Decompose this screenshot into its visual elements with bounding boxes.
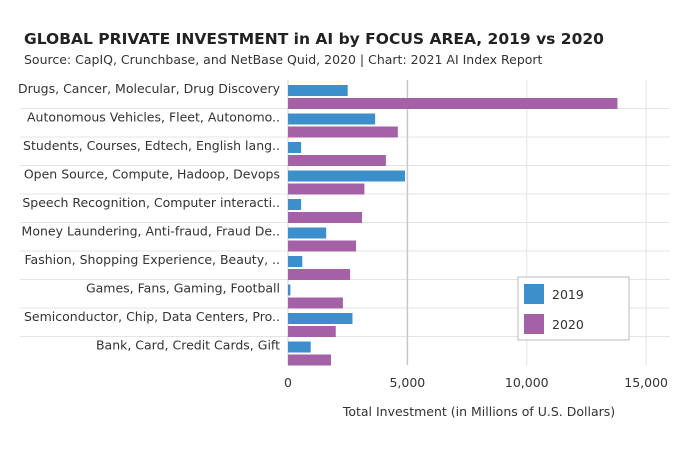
bar-2019 [288,341,311,353]
bar-2019 [288,227,327,239]
bar-2019 [288,284,291,296]
bar-2019 [288,113,376,125]
category-label: Fashion, Shopping Experience, Beauty, .. [25,252,281,267]
bar-2020 [288,183,365,195]
x-tick-label: 0 [284,375,292,390]
legend-label: 2020 [552,317,584,332]
bar-2019 [288,142,302,153]
bar-2020 [288,98,618,109]
legend-label: 2019 [552,287,584,302]
bar-2020 [288,269,351,280]
category-label: Bank, Card, Credit Cards, Gift [96,337,280,352]
category-label: Games, Fans, Gaming, Football [86,280,280,295]
x-tick-label: 15,000 [624,375,668,390]
x-axis-title: Total Investment (in Millions of U.S. Do… [342,404,615,419]
category-label: Students, Courses, Edtech, English lang.… [23,138,280,153]
chart-subtitle: Source: CapIQ, Crunchbase, and NetBase Q… [24,52,543,67]
bar-2020 [288,155,386,166]
legend-swatch-2020 [524,314,544,334]
bar-2020 [288,240,357,252]
bar-2020 [288,354,331,366]
category-label: Semiconductor, Chip, Data Centers, Pro.. [24,309,280,324]
bar-2019 [288,85,348,96]
category-label: Autonomous Vehicles, Fleet, Autonomo.. [27,109,280,124]
bar-2019 [288,313,353,324]
legend-swatch-2019 [524,284,544,304]
bar-2019 [288,256,303,267]
bar-2020 [288,297,343,309]
bar-2019 [288,170,405,182]
category-label: Speech Recognition, Computer interacti.. [22,195,280,210]
bar-2019 [288,199,302,210]
category-label: Open Source, Compute, Hadoop, Devops [24,166,280,181]
bar-2020 [288,212,363,223]
category-label: Drugs, Cancer, Molecular, Drug Discovery [18,81,281,96]
bar-2020 [288,126,398,138]
category-label: Money Laundering, Anti-fraud, Fraud De.. [22,223,280,238]
x-tick-label: 5,000 [389,375,425,390]
x-tick-label: 10,000 [505,375,549,390]
bar-2020 [288,326,336,337]
chart-title: GLOBAL PRIVATE INVESTMENT in AI by FOCUS… [24,30,604,48]
